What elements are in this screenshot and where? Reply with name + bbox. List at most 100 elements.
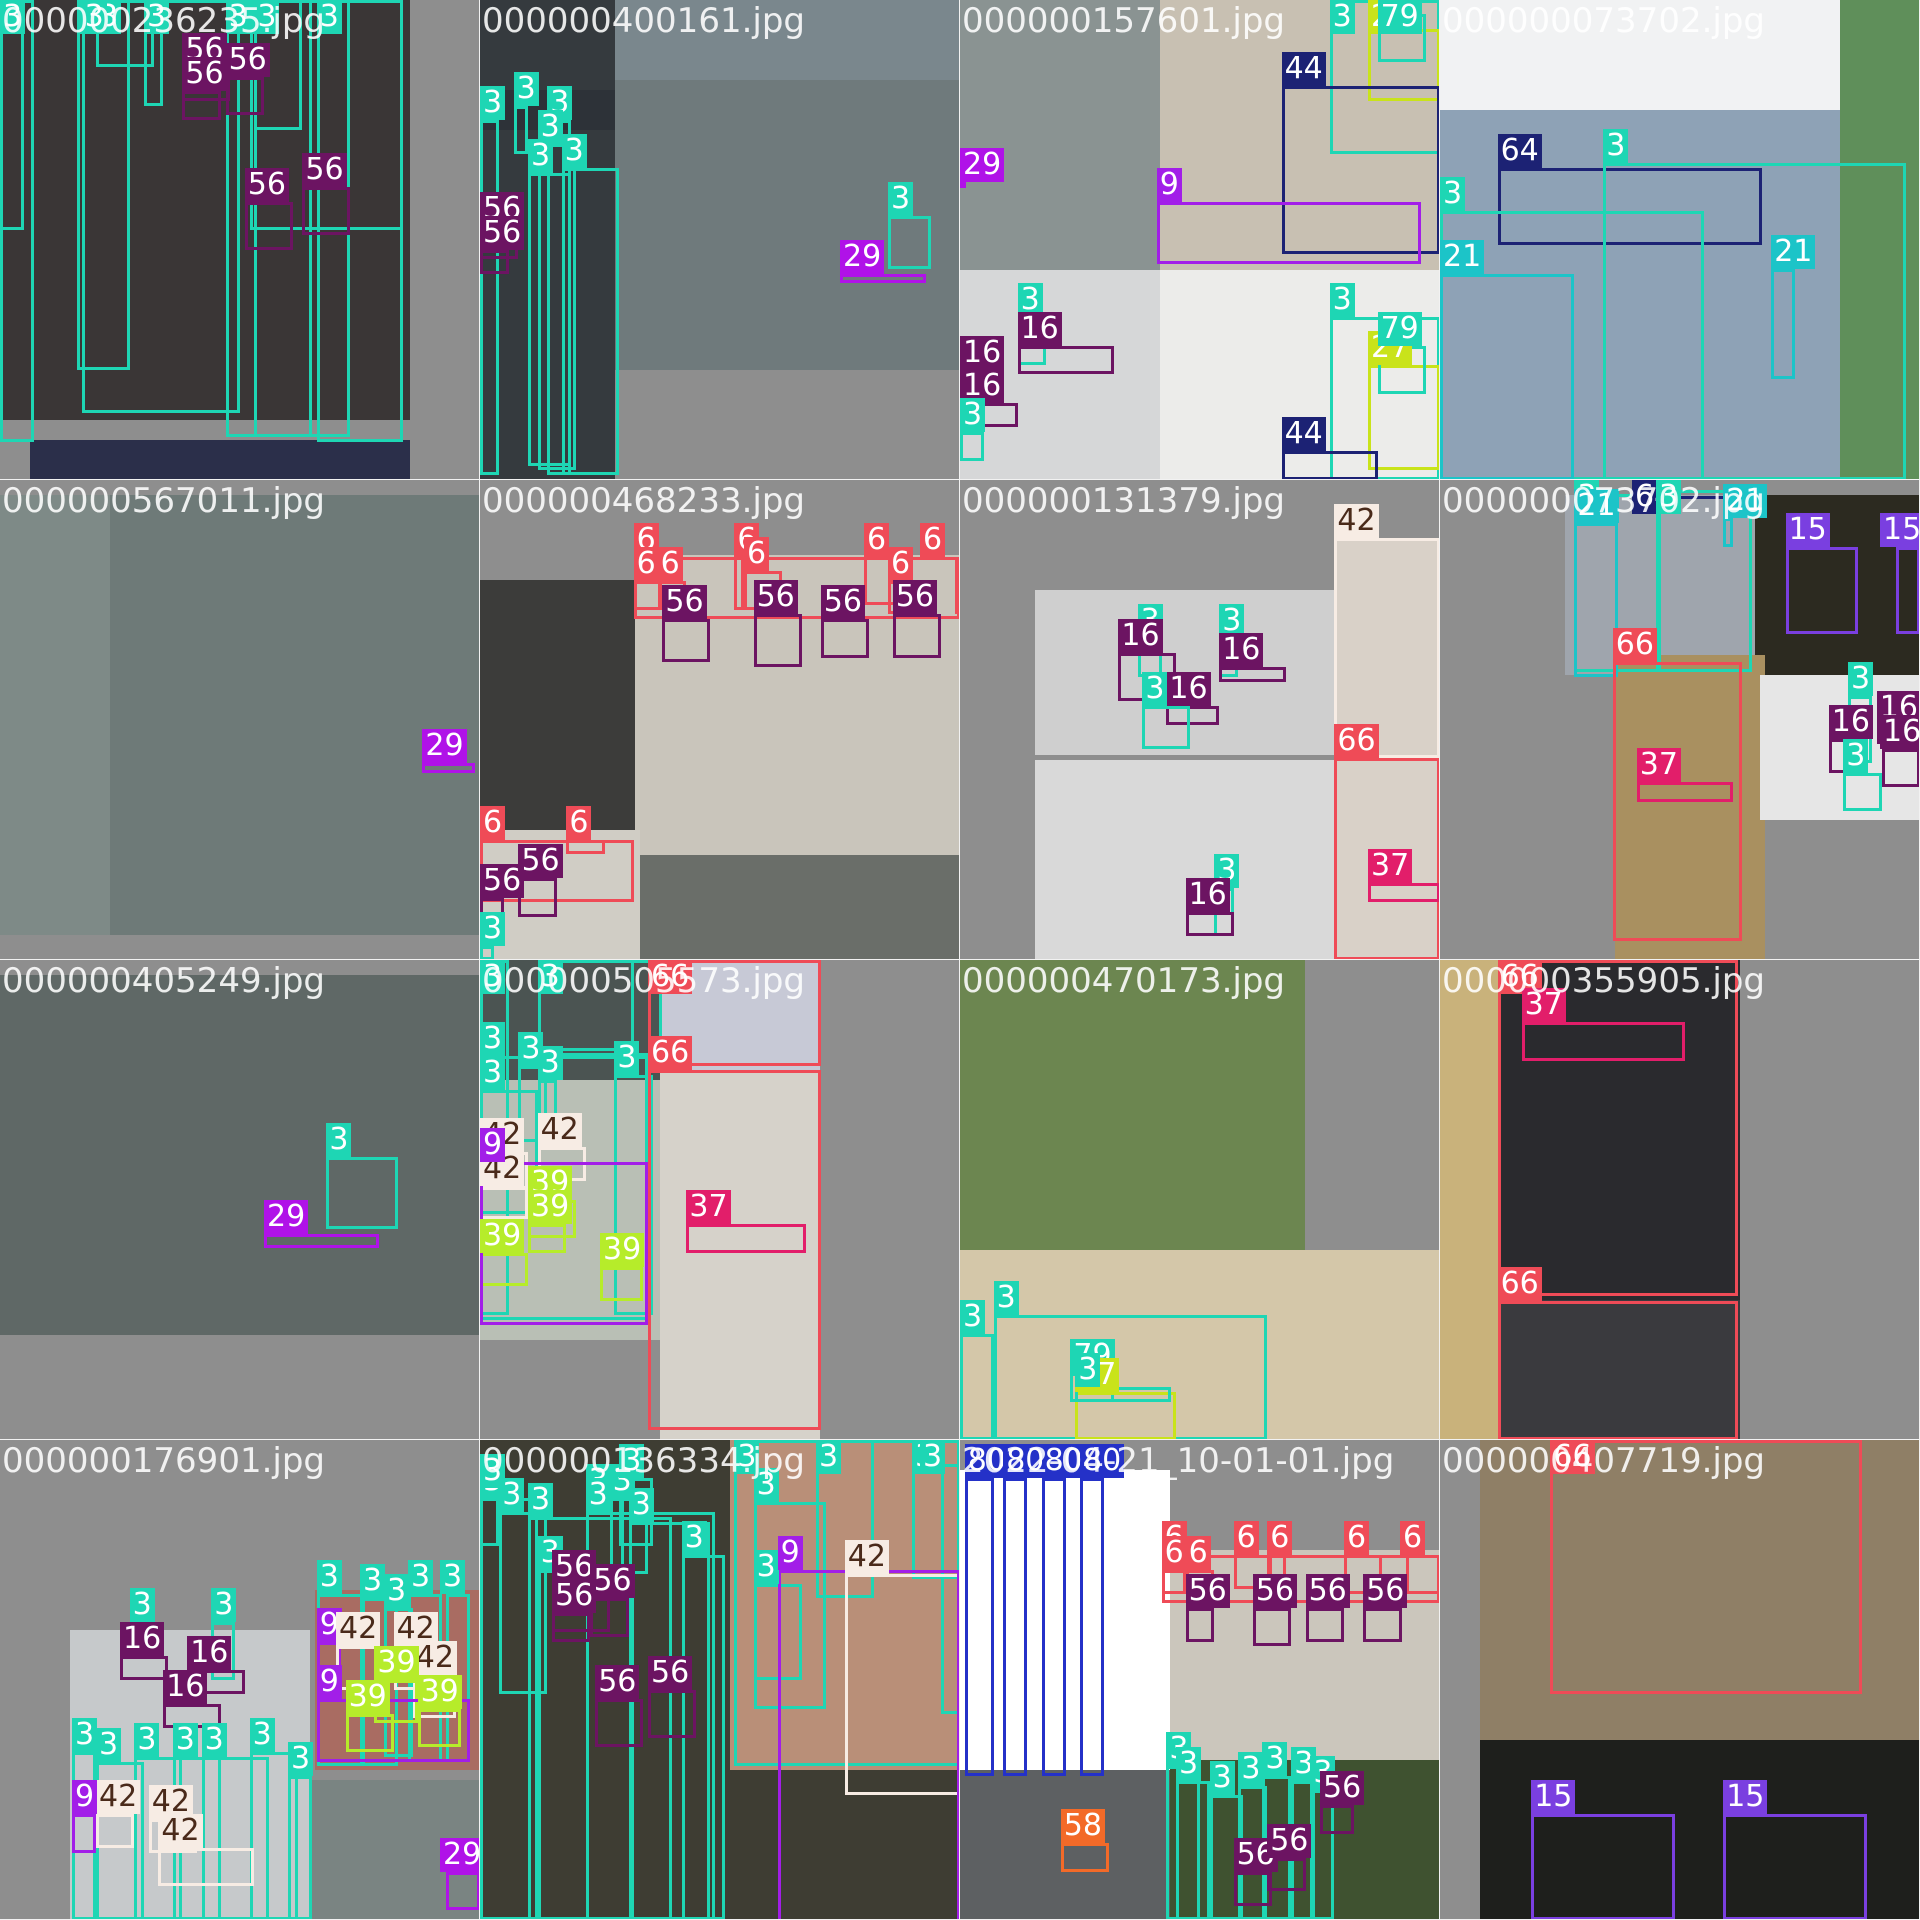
class-label: 56: [590, 1564, 635, 1599]
bounding-box: [513, 105, 528, 154]
bounding-box: [1060, 1843, 1109, 1872]
bounding-box: [422, 763, 476, 773]
class-label: 3: [993, 1281, 1019, 1316]
class-label: 6: [888, 546, 914, 581]
bounding-box: [566, 840, 605, 855]
bounding-box: [316, 1699, 471, 1762]
class-label: 3: [211, 1588, 237, 1623]
class-label: 15: [1785, 513, 1830, 548]
class-label: 56: [662, 585, 707, 620]
class-label: 3: [316, 1559, 342, 1594]
class-label: 16: [960, 369, 1005, 404]
class-label: 16: [1166, 671, 1211, 706]
bounding-box: [590, 1598, 629, 1637]
bounding-box: [1233, 1555, 1272, 1589]
class-label: 42: [96, 1780, 141, 1815]
class-label: 66: [648, 1036, 693, 1071]
photo-region: [1840, 0, 1919, 479]
bounding-box: [345, 1713, 394, 1752]
class-label: 3: [1843, 738, 1869, 773]
class-label: 3: [1176, 1746, 1202, 1781]
class-label: 56: [1305, 1574, 1350, 1608]
class-label: 56: [480, 863, 525, 898]
class-label: 42: [393, 1612, 438, 1647]
class-label: 29: [440, 1838, 479, 1872]
class-label: 3: [480, 960, 506, 994]
class-label: 56: [552, 1550, 597, 1584]
bounding-box: [1550, 1440, 1863, 1695]
class-label: 3: [96, 1727, 122, 1762]
class-label: 56: [225, 42, 270, 77]
bounding-box: [1363, 1608, 1402, 1642]
bounding-box: [417, 1708, 461, 1748]
photo-region: [1160, 0, 1439, 270]
bounding-box: [249, 1752, 298, 1919]
bounding-box: [1281, 86, 1439, 255]
class-label: 15: [1723, 1780, 1768, 1815]
bounding-box: [1252, 1608, 1292, 1647]
class-label: 3: [316, 0, 342, 34]
class-label: 3: [225, 0, 251, 34]
class-label: 16: [120, 1622, 165, 1656]
bounding-box: [1156, 201, 1421, 264]
class-label: 37: [686, 1190, 731, 1224]
tile-filename: 000000405249.jpg: [2, 961, 325, 1001]
class-label: 3: [628, 1487, 654, 1522]
class-label: 9: [72, 1780, 98, 1815]
class-label: 79: [1377, 0, 1422, 34]
bounding-box: [1497, 1300, 1738, 1439]
bounding-box: [633, 580, 663, 610]
bounding-box: [288, 1776, 312, 1919]
bounding-box: [960, 432, 984, 461]
class-label: 6: [566, 806, 592, 840]
bounding-box: [600, 1267, 644, 1301]
bounding-box: [561, 168, 620, 476]
class-label: 3: [172, 1722, 198, 1757]
bounding-box: [120, 1656, 168, 1680]
class-label: 3: [480, 1022, 506, 1056]
bounding-box: [1368, 883, 1439, 903]
bounding-box: [820, 619, 869, 658]
mosaic-tile: 000000405249.jpg 3 29: [0, 960, 480, 1440]
class-label: 56: [1252, 1574, 1297, 1608]
class-label: 42: [412, 1641, 457, 1676]
class-label: 37: [1521, 988, 1566, 1023]
bounding-box: [1368, 364, 1439, 471]
class-label: 3: [734, 1440, 760, 1474]
class-label: 3: [499, 1478, 525, 1512]
class-label: 39: [417, 1674, 462, 1709]
class-label: 3: [360, 1564, 386, 1599]
tile-filename: 000000470173.jpg: [962, 961, 1285, 1001]
bounding-box: [1723, 1814, 1868, 1919]
bounding-box: [480, 249, 509, 274]
class-label: 42: [158, 1814, 203, 1848]
class-label: 3: [480, 1454, 506, 1488]
class-label: 16: [1185, 878, 1230, 912]
class-label: 3: [81, 0, 107, 34]
class-label: 37: [1368, 849, 1413, 884]
class-label: 3: [681, 1521, 707, 1556]
tile-filename: 000000355905.jpg: [1442, 961, 1765, 1001]
class-label: 56: [244, 167, 289, 202]
class-label: 3: [480, 911, 506, 946]
bounding-box: [892, 614, 941, 658]
class-label: 3: [1017, 282, 1043, 317]
bounding-box: [1440, 273, 1575, 479]
bounding-box: [955, 556, 959, 615]
bounding-box: [316, 0, 404, 442]
mosaic-tile: 000000073702.jpg364321211515663731616163: [1440, 480, 1920, 960]
bounding-box: [777, 1569, 959, 1919]
photo-region: [0, 975, 479, 1335]
mosaic-tile: 000000505573.jpg333333336666374242423939…: [480, 960, 960, 1440]
photo-region: [960, 1250, 1439, 1439]
bounding-box: [1281, 451, 1378, 479]
bounding-box: [1843, 772, 1882, 812]
bounding-box: [1785, 547, 1858, 634]
class-label: 29: [840, 239, 885, 274]
bounding-box: [1185, 912, 1234, 936]
mosaic-tile: 000000567011.jpg 29: [0, 480, 480, 960]
class-label: 56: [302, 153, 347, 188]
bounding-box: [201, 1756, 269, 1919]
bounding-box: [734, 556, 744, 610]
class-label: 44: [1281, 417, 1326, 452]
